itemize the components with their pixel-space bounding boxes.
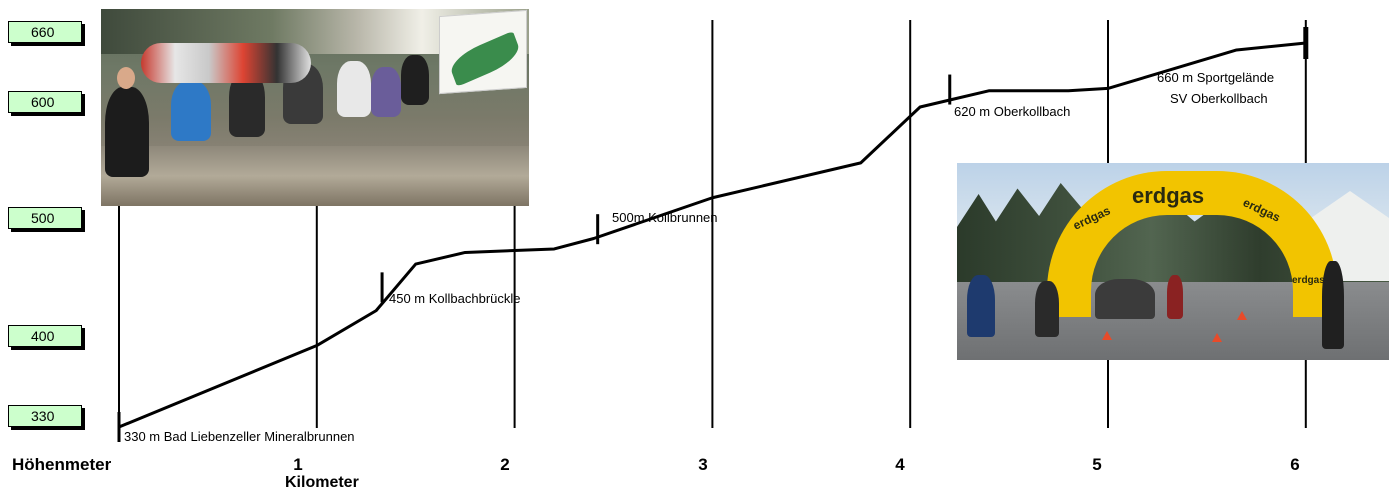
- runner: [967, 275, 995, 337]
- elevation-label-330: 330: [8, 405, 82, 427]
- elevation-label-400: 400: [8, 325, 82, 347]
- spectator-group: [1095, 279, 1155, 319]
- km-tick-3: 3: [698, 455, 708, 474]
- runner: [171, 81, 211, 141]
- annotation-bridge: 450 m Kollbachbrückle: [389, 291, 521, 306]
- finish-photo: erdgas erdgas erdgas erdgas: [957, 163, 1389, 360]
- cone: [1212, 333, 1222, 342]
- arch-text-leg: erdgas: [1292, 275, 1325, 286]
- annotation-oberkollbach: 620 m Oberkollbach: [954, 104, 1071, 119]
- x-axis-title: Kilometer: [285, 474, 359, 491]
- waypoint-markers: [117, 27, 1309, 442]
- annotation-kollbrunnen: 500m Kollbrunnen: [612, 210, 718, 225]
- start-photo: [101, 9, 529, 206]
- elevation-label-660: 660: [8, 21, 82, 43]
- runner: [105, 87, 149, 177]
- elevation-label-500: 500: [8, 207, 82, 229]
- spectator: [1035, 281, 1059, 337]
- runner: [401, 55, 429, 105]
- runner-head: [117, 67, 135, 89]
- runner: [1322, 261, 1344, 349]
- elevation-label-600: 600: [8, 91, 82, 113]
- runner: [371, 67, 401, 117]
- gravel-path: [101, 146, 529, 206]
- annotation-start: 330 m Bad Liebenzeller Mineralbrunnen: [124, 429, 355, 444]
- annotation-finish-line1: 660 m Sportgelände: [1157, 70, 1275, 85]
- banner-swoosh: [446, 30, 524, 87]
- cone: [1237, 311, 1247, 320]
- km-tick-6: 6: [1290, 455, 1300, 474]
- runner-crowd: [141, 43, 311, 83]
- arch-text-top: erdgas: [1132, 183, 1205, 208]
- cone: [1102, 331, 1112, 340]
- cool-runner-banner: [439, 9, 527, 95]
- profile-line-layer: [118, 41, 1306, 429]
- y-axis-title: Höhenmeter: [12, 455, 112, 474]
- annotation-finish-line2: SV Oberkollbach: [1170, 91, 1268, 106]
- km-tick-4: 4: [895, 455, 905, 474]
- km-tick-5: 5: [1092, 455, 1102, 474]
- runner: [337, 61, 371, 117]
- spectator: [1167, 275, 1183, 319]
- km-tick-1: 1: [293, 455, 303, 474]
- elevation-profile-line-0: [118, 41, 1306, 429]
- km-tick-2: 2: [500, 455, 510, 474]
